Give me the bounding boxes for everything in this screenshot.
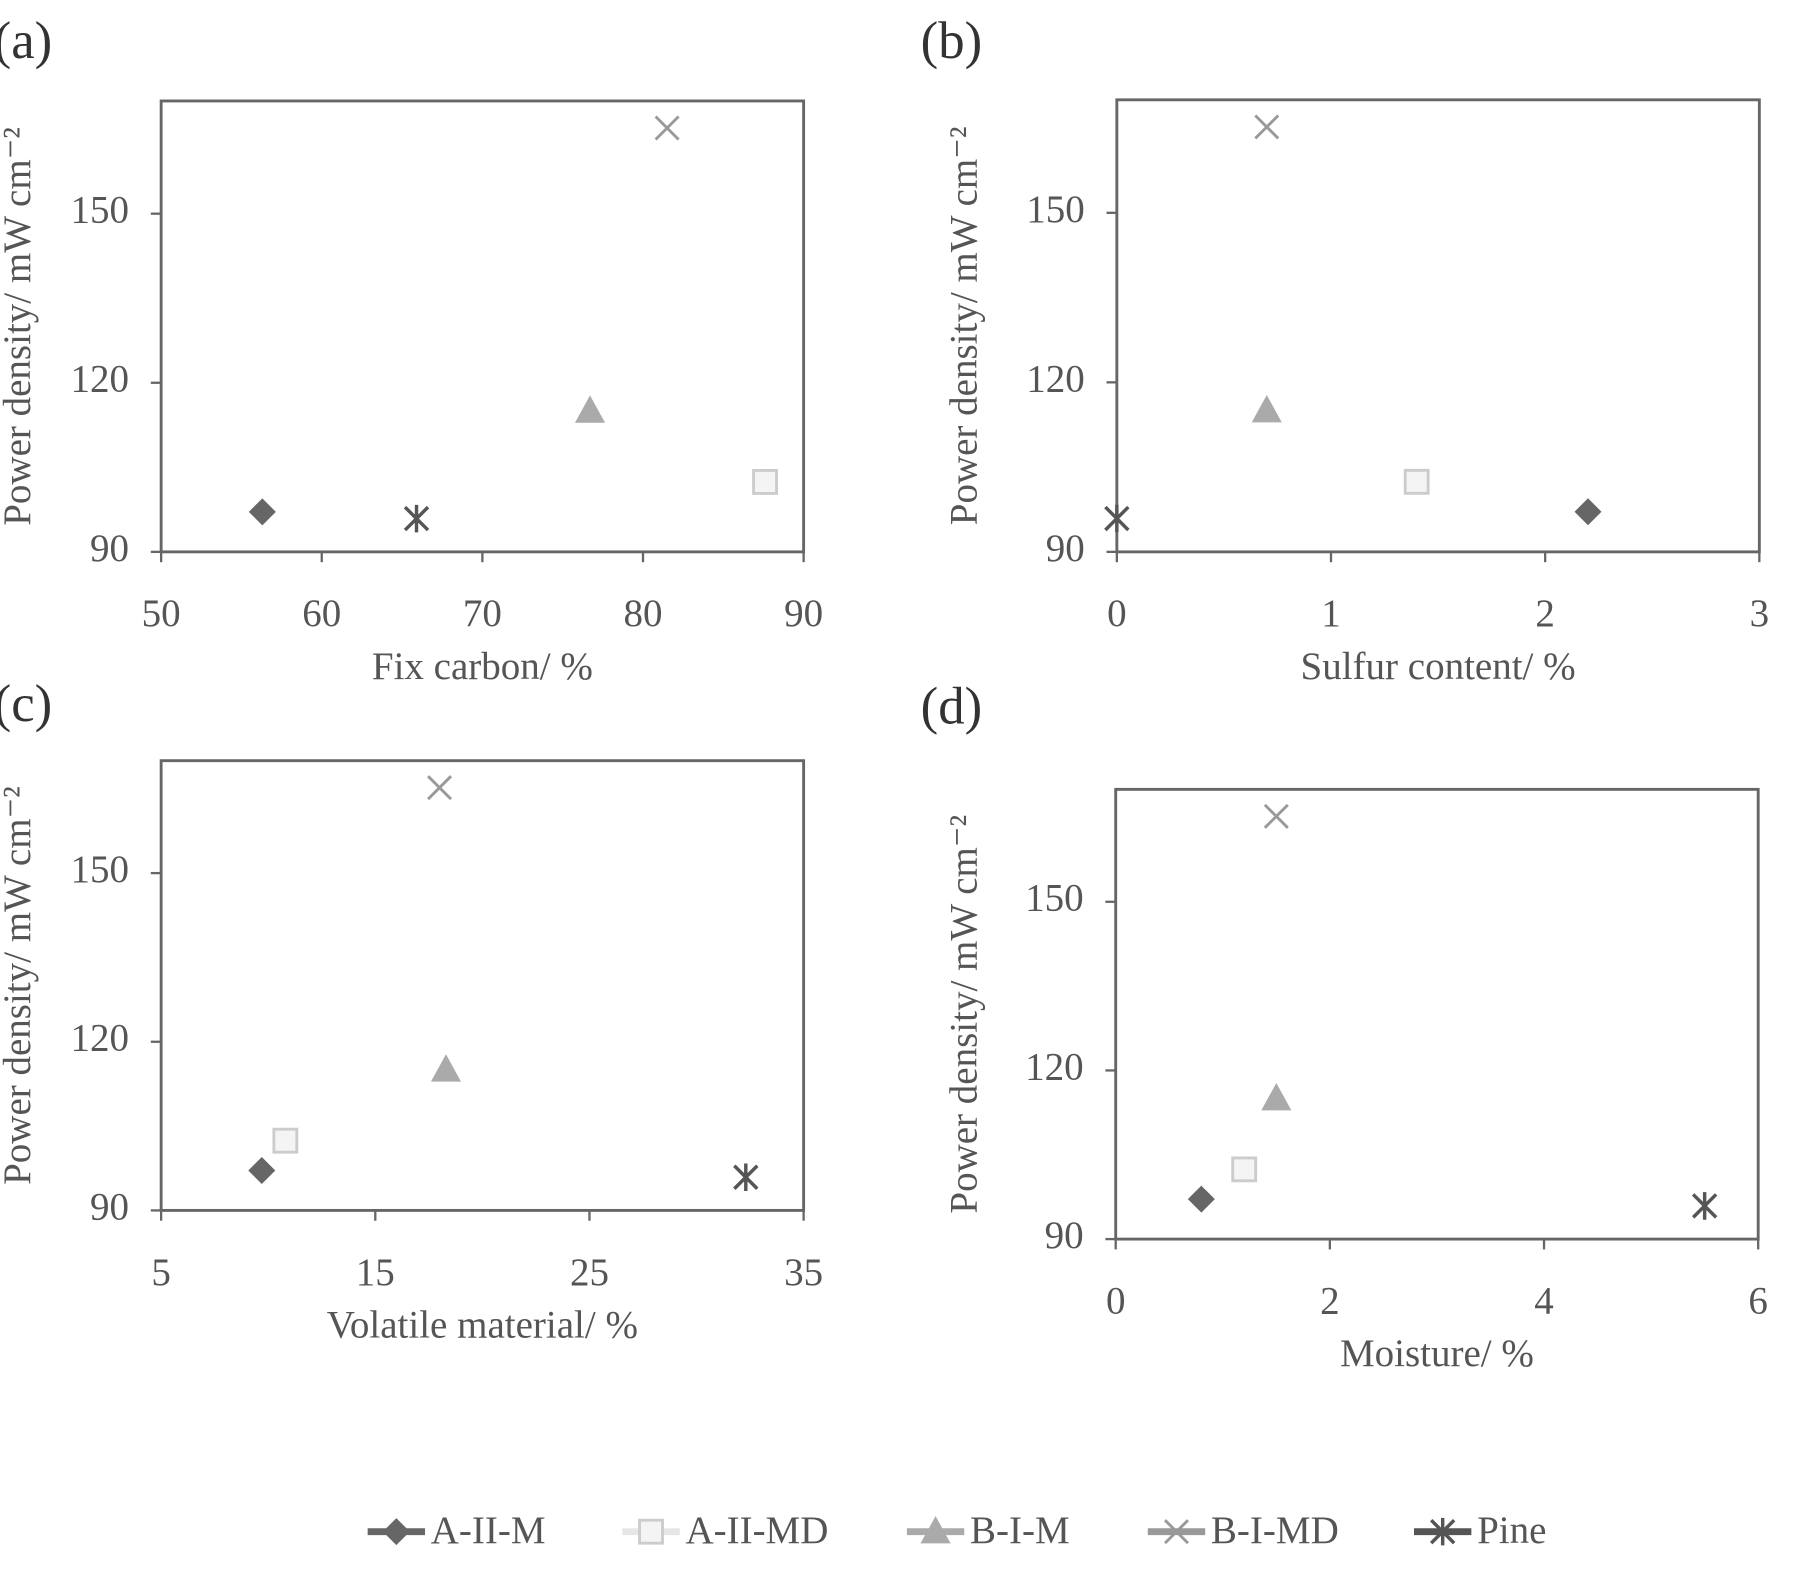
x-tick-label: 15 — [356, 1251, 395, 1294]
legend-marker — [1429, 1517, 1456, 1546]
legend-label: A-II-MD — [685, 1509, 828, 1552]
y-tick-label: 150 — [1026, 188, 1084, 231]
x-tick-label: 4 — [1534, 1279, 1554, 1322]
y-tick-label: 120 — [1025, 1045, 1084, 1088]
legend-label: B-I-MD — [1211, 1509, 1339, 1552]
x-tick-label: 2 — [1320, 1279, 1340, 1322]
legend: A-II-M A-II-MD B-I-M B-I-MD Pine — [367, 1509, 1546, 1552]
marker — [1261, 1082, 1292, 1111]
marker — [1263, 803, 1289, 829]
legend-marker — [920, 1516, 951, 1544]
x-tick-label: 6 — [1748, 1279, 1768, 1322]
marker — [427, 775, 453, 801]
marker — [1691, 1192, 1718, 1220]
plot-frame — [159, 99, 806, 554]
x-tick-label: 3 — [1750, 592, 1770, 635]
marker — [1104, 504, 1130, 533]
legend-marker — [1164, 1519, 1189, 1545]
x-axis-label: Volatile material/ % — [327, 1304, 638, 1347]
panel-label: (b) — [921, 12, 983, 70]
marker — [1231, 1156, 1258, 1183]
y-tick-label: 150 — [71, 848, 130, 891]
x-axis-label: Sulfur content/ % — [1301, 645, 1576, 688]
legend-marker — [382, 1518, 410, 1546]
marker — [1403, 468, 1430, 495]
x-tick-label: 0 — [1106, 1279, 1126, 1322]
x-tick-label: 60 — [302, 592, 341, 635]
y-tick-label: 150 — [71, 189, 130, 232]
y-axis-label: Power density/ mW cm⁻² — [943, 126, 986, 525]
x-axis-label: Fix carbon/ % — [372, 645, 593, 688]
y-axis-label: Power density/ mW cm⁻² — [943, 815, 986, 1214]
marker — [272, 1127, 299, 1154]
plot-frame — [159, 759, 806, 1212]
panel-label: (d) — [921, 677, 983, 735]
marker — [430, 1054, 462, 1082]
legend-label: B-I-M — [970, 1509, 1070, 1552]
y-tick-label: 120 — [71, 358, 130, 401]
x-tick-label: 2 — [1535, 592, 1555, 635]
legend-label: A-II-M — [431, 1509, 546, 1552]
marker — [574, 395, 606, 423]
y-tick-label: 120 — [71, 1017, 130, 1060]
marker — [654, 115, 680, 141]
marker — [733, 1163, 759, 1192]
y-tick-label: 90 — [1046, 527, 1085, 570]
y-axis-label: Power density/ mW cm⁻² — [0, 786, 39, 1185]
panel-label: (c) — [0, 675, 52, 733]
y-tick-label: 90 — [1045, 1214, 1084, 1257]
marker — [1187, 1185, 1215, 1213]
y-tick-label: 120 — [1026, 357, 1084, 400]
x-tick-label: 1 — [1321, 592, 1341, 635]
x-tick-label: 5 — [151, 1251, 171, 1294]
marker — [248, 498, 276, 526]
x-tick-label: 70 — [463, 592, 502, 635]
subplot: (a) 50 60 70 80 90 90 120 150 Fix carbon/ % Power … — [0, 12, 823, 688]
x-tick-label: 0 — [1107, 592, 1127, 635]
panel-label: (a) — [0, 12, 52, 70]
subplot: (c) 5 15 25 35 90 120 150 Volatile material/ % Po… — [0, 675, 823, 1346]
y-tick-label: 150 — [1025, 877, 1084, 920]
legend-label: Pine — [1477, 1509, 1546, 1552]
marker — [1254, 114, 1280, 140]
x-tick-label: 35 — [784, 1251, 823, 1294]
subplot: (d) 0 2 4 6 90 120 150 Moisture/ % Power density/… — [921, 677, 1768, 1375]
marker — [248, 1157, 276, 1185]
marker — [1574, 498, 1602, 526]
x-axis-label: Moisture/ % — [1340, 1332, 1534, 1375]
y-tick-label: 90 — [90, 1185, 129, 1228]
x-tick-label: 90 — [784, 592, 823, 635]
marker — [403, 504, 430, 533]
plot-frame — [1114, 787, 1760, 1241]
x-tick-label: 50 — [142, 592, 181, 635]
marker — [1251, 394, 1282, 423]
marker — [752, 469, 778, 495]
y-tick-label: 90 — [90, 527, 129, 570]
x-tick-label: 80 — [624, 592, 663, 635]
x-tick-label: 25 — [570, 1251, 609, 1294]
legend-marker — [638, 1518, 664, 1545]
subplot: (b) 0 1 2 3 90 120 150 Sulfur content/ % Power de… — [921, 12, 1769, 688]
plot-frame — [1115, 98, 1761, 554]
y-axis-label: Power density/ mW cm⁻² — [0, 127, 39, 526]
